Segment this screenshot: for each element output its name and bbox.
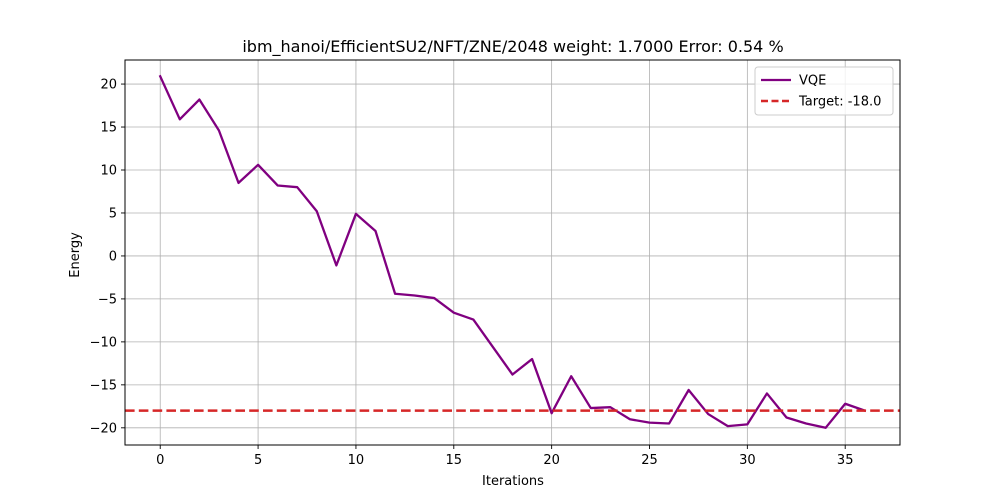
legend: VQE Target: -18.0 <box>754 66 894 116</box>
x-tick-label: 15 <box>446 453 463 468</box>
y-tick-label: −15 <box>90 378 117 393</box>
x-tick-label: 20 <box>543 453 560 468</box>
x-tick-label: 10 <box>348 453 365 468</box>
legend-label: Target: -18.0 <box>798 95 881 110</box>
y-tick-label: −10 <box>90 335 117 350</box>
y-tick-label: −5 <box>98 292 117 307</box>
y-axis-label: Energy <box>68 232 83 278</box>
vqe-series-line <box>158 74 867 429</box>
plot-area: 0 5 10 15 20 25 30 35 20 15 10 5 0 −5 −10 −15 −20 <box>90 59 901 468</box>
plot-frame <box>124 59 901 446</box>
y-tick-label: −20 <box>90 421 117 436</box>
x-axis-label: Iterations <box>482 474 544 489</box>
y-tick-label: 20 <box>100 78 117 93</box>
x-tick-label: 5 <box>254 453 262 468</box>
y-tick-label: 10 <box>100 164 117 179</box>
x-tick-label: 30 <box>739 453 756 468</box>
y-tick-label: 5 <box>109 206 117 221</box>
x-tick-label: 35 <box>837 453 854 468</box>
legend-label: VQE <box>799 74 826 89</box>
y-tick-label: 15 <box>100 121 117 136</box>
x-tick-label: 0 <box>156 453 164 468</box>
chart-title: ibm_hanoi/EfficientSU2/NFT/ZNE/2048 weig… <box>242 37 783 57</box>
x-tick-label: 25 <box>641 453 658 468</box>
y-tick-label: 0 <box>109 249 117 264</box>
